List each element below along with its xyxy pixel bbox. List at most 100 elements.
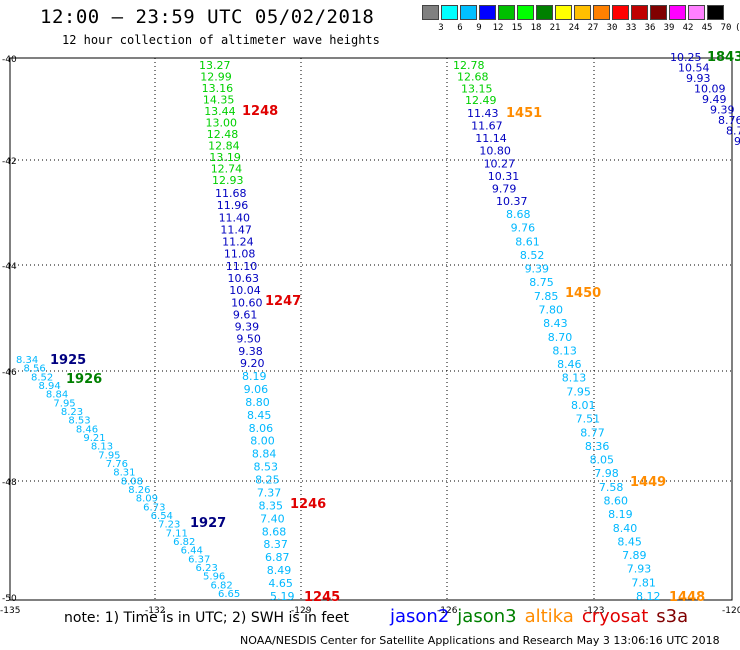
- colorbar-label: 42: [682, 23, 694, 33]
- lat-label: -48: [2, 478, 17, 488]
- wave-height-label: 10.37: [496, 195, 528, 208]
- wave-height-label: 8.52: [31, 372, 53, 383]
- wave-height-label: 8.76: [718, 114, 740, 127]
- wave-height-label: 5.19: [270, 590, 295, 603]
- colorbar-label: 21: [549, 23, 561, 33]
- wave-height-label: 7.37: [257, 486, 282, 499]
- lon-label: -135: [0, 606, 20, 616]
- colorbar-label: 70: [720, 23, 732, 33]
- lat-label: -42: [2, 157, 17, 167]
- lat-label: -40: [2, 55, 17, 65]
- wave-height-label: 8.53: [254, 461, 279, 474]
- wave-height-label: 8.37: [263, 538, 288, 551]
- colorbar-swatch: [498, 5, 515, 20]
- wave-height-label: 11.08: [224, 248, 256, 261]
- wave-height-label: 8.12: [636, 590, 661, 603]
- wave-height-label: 8.68: [506, 208, 531, 221]
- wave-height-label: 13.15: [461, 82, 493, 95]
- wave-height-label: 8.49: [267, 564, 292, 577]
- wave-height-label: 9.39: [525, 263, 550, 276]
- wave-height-label: 8.25: [255, 474, 279, 487]
- lon-label: -129: [291, 606, 312, 616]
- wave-height-label: 10.27: [484, 157, 515, 170]
- time-label: 1246: [290, 497, 326, 512]
- wave-height-label: 9.79: [492, 182, 517, 195]
- wave-height-label: 13.19: [209, 151, 241, 164]
- note-text: note: 1) Time is in UTC; 2) SWH is in fe…: [64, 610, 350, 626]
- time-label: 1449: [630, 475, 666, 490]
- colorbar-label: 36: [644, 23, 656, 33]
- wave-height-label: 12.78: [453, 59, 485, 72]
- wave-height-label: 9.06: [244, 383, 269, 396]
- wave-height-label: 8.05: [590, 454, 615, 467]
- wave-height-label: 10.09: [694, 83, 726, 96]
- lon-label: -132: [145, 606, 165, 616]
- wave-height-label: 5.96: [203, 572, 225, 583]
- lat-label: -46: [2, 368, 17, 378]
- wave-height-label: 8.06: [249, 422, 274, 435]
- wave-height-label: 8.23: [61, 407, 83, 418]
- wave-height-label: 10.25: [670, 51, 702, 64]
- wave-height-label: 7.58: [599, 481, 624, 494]
- wave-height-label: 8.61: [515, 235, 540, 248]
- lon-label: -123: [584, 606, 604, 616]
- wave-height-label: 7.85: [534, 290, 559, 303]
- colorbar-label: 9: [476, 23, 482, 33]
- colorbar-swatch: [669, 5, 686, 20]
- satellite-name: altika: [524, 606, 574, 627]
- wave-height-label: 8.34: [16, 355, 38, 366]
- wave-height-label: 9.76: [511, 222, 535, 235]
- wave-height-label: 8.45: [617, 535, 642, 548]
- map-frame: [9, 57, 733, 601]
- colorbar-swatch: [555, 5, 572, 20]
- colorbar-label: 39: [663, 23, 675, 33]
- time-label: 1448: [669, 590, 705, 605]
- colorbar-label: 30: [606, 23, 618, 33]
- satellite-legend: jason2 jason3 altika cryosat s3a: [390, 606, 696, 627]
- lon-label: -126: [437, 606, 458, 616]
- wave-height-label: 8.60: [604, 495, 629, 508]
- time-label: 1927: [190, 516, 226, 531]
- colorbar-swatch: [460, 5, 477, 20]
- wave-height-label: 12.74: [211, 163, 243, 176]
- wave-height-label: 9.93: [686, 72, 711, 85]
- wave-height-label: 10.60: [231, 296, 262, 309]
- footer-credit: NOAA/NESDIS Center for Satellite Applica…: [240, 634, 720, 647]
- colorbar-swatch: [688, 5, 705, 20]
- wave-height-label: 8.43: [543, 317, 568, 330]
- wave-height-label: 8.31: [113, 468, 135, 479]
- wave-height-label: 7.89: [622, 549, 647, 562]
- wave-height-label: 6.37: [188, 554, 210, 565]
- wave-height-label: 13.00: [206, 117, 238, 130]
- wave-height-label: 11.10: [226, 260, 258, 273]
- colorbar-label: 6: [457, 23, 463, 33]
- wave-height-label: 7.95: [53, 398, 75, 409]
- wave-height-label: 12.93: [212, 174, 244, 187]
- wave-height-label: 7.23: [158, 520, 180, 531]
- wave-height-label: 8.26: [128, 485, 150, 496]
- wave-height-label: 7.11: [166, 528, 188, 539]
- wave-height-label: 9.38: [238, 345, 263, 358]
- time-label: 1450: [565, 286, 601, 301]
- wave-height-label: 8.68: [262, 525, 287, 538]
- wave-height-label: 9: [734, 135, 740, 148]
- wave-height-label: 12.68: [457, 71, 489, 84]
- wave-height-label: 7.51: [576, 413, 601, 426]
- wave-height-label: 8.19: [608, 508, 633, 521]
- wave-height-label: 6.54: [151, 511, 173, 522]
- wave-height-label: 9.39: [235, 321, 260, 334]
- wave-height-label: 6.44: [181, 546, 203, 557]
- colorbar-label: 3: [438, 23, 444, 33]
- wave-height-label: 8.46: [76, 424, 98, 435]
- wave-height-label: 8.80: [245, 396, 270, 409]
- wave-height-label: 8.75: [529, 276, 554, 289]
- colorbar-label: 15: [511, 23, 523, 33]
- colorbar-label: 18: [530, 23, 542, 33]
- wave-height-label: 9.49: [702, 93, 727, 106]
- wave-height-label: 11.24: [222, 236, 254, 249]
- wave-height-label: 8.36: [585, 440, 610, 453]
- wave-height-label: 8.08: [121, 476, 143, 487]
- time-label: 1926: [66, 372, 102, 387]
- wave-height-label: 6.65: [218, 589, 240, 600]
